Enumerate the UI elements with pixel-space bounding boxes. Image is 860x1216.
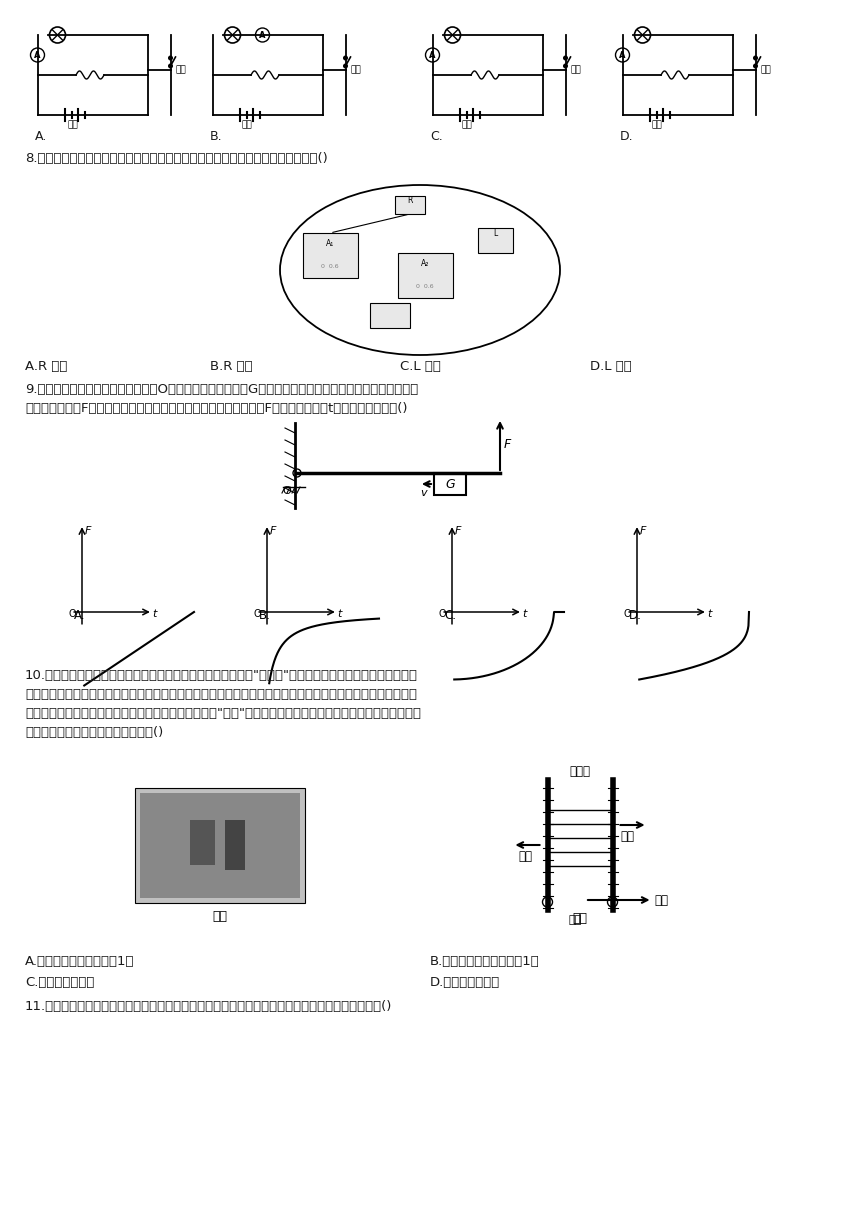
Text: v: v <box>421 488 427 499</box>
Text: t: t <box>337 609 341 619</box>
Text: 女孩: 女孩 <box>654 894 668 906</box>
Text: 0  0.6: 0 0.6 <box>416 283 433 288</box>
Text: B.仅将绳在两木棍上少绕1圈: B.仅将绳在两木棍上少绕1圈 <box>430 955 540 968</box>
Text: 竖直向上的拉力F的作用下，木板始终在水平位置保持静止。则拉力F与物块滑动时间t的关系图象可能是(): 竖直向上的拉力F的作用下，木板始终在水平位置保持静止。则拉力F与物块滑动时间t的… <box>25 402 408 415</box>
Circle shape <box>169 56 172 60</box>
Bar <box>303 232 358 277</box>
Text: A₁: A₁ <box>326 240 335 248</box>
Text: 电源: 电源 <box>242 120 253 129</box>
Circle shape <box>344 56 347 60</box>
Text: D.仅减小绳的总长: D.仅减小绳的总长 <box>430 976 501 989</box>
Bar <box>434 473 466 495</box>
Circle shape <box>344 64 347 68</box>
Bar <box>370 303 410 327</box>
Bar <box>140 793 300 897</box>
Circle shape <box>753 64 758 68</box>
Bar <box>397 253 452 298</box>
Text: 0  0.6: 0 0.6 <box>321 264 339 269</box>
Text: B.R 断路: B.R 断路 <box>210 360 253 373</box>
Text: 9.如图所示，某轻质木板的左端可绕O点转动，右端放一重为G的物块。当物块向木板的左端匀速滑动时，在: 9.如图所示，某轻质木板的左端可绕O点转动，右端放一重为G的物块。当物块向木板的… <box>25 383 418 396</box>
Text: t: t <box>152 609 157 619</box>
Text: O: O <box>69 609 76 619</box>
Text: 电源: 电源 <box>67 120 77 129</box>
Circle shape <box>426 47 439 62</box>
Text: 绳子: 绳子 <box>568 914 581 925</box>
Text: 男孩: 男孩 <box>621 831 635 844</box>
Text: A: A <box>259 30 266 39</box>
Text: R: R <box>408 196 413 206</box>
Text: F: F <box>504 439 511 451</box>
Circle shape <box>563 64 568 68</box>
Text: F: F <box>85 527 91 536</box>
Text: C.: C. <box>444 609 456 623</box>
Text: C.: C. <box>430 130 443 143</box>
Text: 固定在一根木棍上，在两根木棍上绕几圈后女孩抓住绳的另一端向外拉，大人、男孩则各握住一根木棍向外拉，: 固定在一根木棍上，在两根木棍上绕几圈后女孩抓住绳的另一端向外拉，大人、男孩则各握… <box>25 688 417 700</box>
Text: A.: A. <box>74 609 85 623</box>
Text: 以下做法中最有可能使女孩获胜的是(): 以下做法中最有可能使女孩获胜的是() <box>25 726 163 739</box>
Text: A.仅将绳在两木棍上多绕1圈: A.仅将绳在两木棍上多绕1圈 <box>25 955 134 968</box>
Text: 图甲: 图甲 <box>212 911 228 923</box>
Text: A: A <box>34 51 40 60</box>
Circle shape <box>563 56 568 60</box>
Text: L: L <box>493 230 497 238</box>
Circle shape <box>255 28 269 43</box>
Circle shape <box>616 47 630 62</box>
Text: F: F <box>270 527 276 536</box>
Text: 电源: 电源 <box>462 120 473 129</box>
Text: F: F <box>455 527 461 536</box>
Text: 11.使用电流表测量电路中电流的实验中，只有电流表接入电路中的一部分可见，下列说法正确的是(): 11.使用电流表测量电路中电流的实验中，只有电流表接入电路中的一部分可见，下列说… <box>25 1000 392 1013</box>
Text: 8.图示电路在闭合开关后，两电流表正常工作，且读数相同，则可能发生的故障是(): 8.图示电路在闭合开关后，两电流表正常工作，且读数相同，则可能发生的故障是() <box>25 152 328 165</box>
Text: A: A <box>619 51 626 60</box>
Text: 开关: 开关 <box>175 66 187 74</box>
Text: 圆木棍: 圆木棍 <box>569 765 591 778</box>
Text: 开关: 开关 <box>760 66 771 74</box>
Circle shape <box>169 64 172 68</box>
Text: D.: D. <box>620 130 634 143</box>
Text: 大人: 大人 <box>519 850 532 863</box>
Text: 开关: 开关 <box>351 66 361 74</box>
Circle shape <box>753 56 758 60</box>
Text: 图乙: 图乙 <box>573 912 587 925</box>
Text: D.L 断路: D.L 断路 <box>590 360 632 373</box>
Text: A: A <box>429 51 436 60</box>
Text: 电源: 电源 <box>652 120 663 129</box>
Text: O: O <box>283 486 292 496</box>
Bar <box>477 227 513 253</box>
Text: O: O <box>439 609 446 619</box>
Circle shape <box>293 469 301 477</box>
Text: F: F <box>640 527 647 536</box>
Text: 开关: 开关 <box>570 66 581 74</box>
Text: A₂: A₂ <box>421 259 429 269</box>
Bar <box>135 788 305 902</box>
Text: C.仅增加绳的总长: C.仅增加绳的总长 <box>25 976 95 989</box>
Text: B.: B. <box>210 130 223 143</box>
Text: G: G <box>445 478 455 490</box>
Bar <box>395 196 425 214</box>
Bar <box>190 820 215 865</box>
Text: C.L 短路: C.L 短路 <box>400 360 441 373</box>
Text: 三人中被拉动者算输，他们都使出了最大力气，仍处于"僵持"状态，没能分出胜负。忽略绳与木棍之间的摩擦，: 三人中被拉动者算输，他们都使出了最大力气，仍处于"僵持"状态，没能分出胜负。忽略… <box>25 706 421 720</box>
Text: A.: A. <box>35 130 47 143</box>
Text: t: t <box>522 609 526 619</box>
Circle shape <box>30 47 45 62</box>
Text: 10.如图甲，大人、男孩、女孩用两根相同圆木棍和一根绳子玩"比力气"的游戏，图乙是其示意图。绳的一端: 10.如图甲，大人、男孩、女孩用两根相同圆木棍和一根绳子玩"比力气"的游戏，图乙… <box>25 669 418 682</box>
Bar <box>225 820 245 869</box>
Text: t: t <box>707 609 711 619</box>
Text: A.R 短路: A.R 短路 <box>25 360 67 373</box>
Text: O: O <box>624 609 631 619</box>
Text: B.: B. <box>259 609 271 623</box>
Text: D.: D. <box>629 609 642 623</box>
Text: O: O <box>254 609 261 619</box>
